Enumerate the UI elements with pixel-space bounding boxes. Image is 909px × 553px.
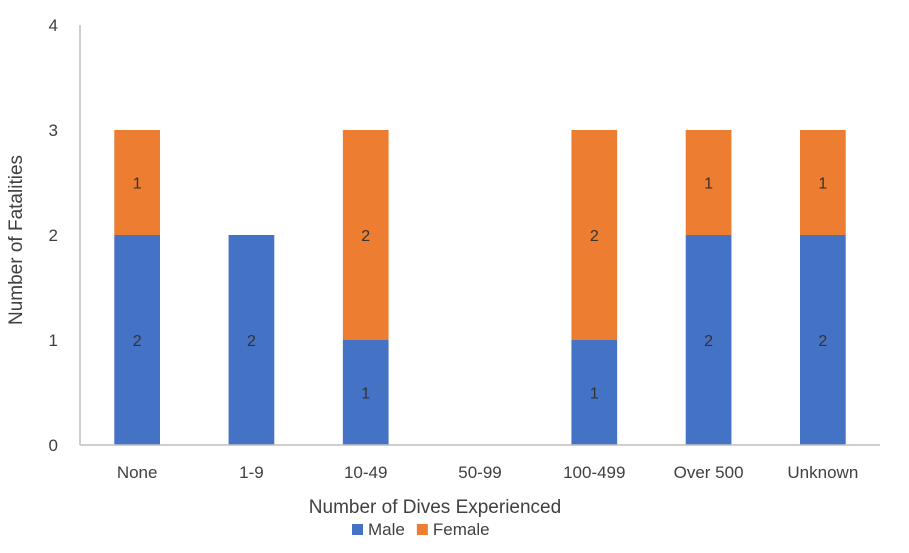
bar-female-none [114,130,160,235]
legend-swatch-male [352,524,363,535]
legend-label-male: Male [368,520,405,539]
bar-male-100-499 [571,340,618,445]
x-tick-label-50-99: 50-99 [458,463,501,482]
y-axis-ticks: 0 1 2 3 4 [49,16,58,455]
legend: Male Female [352,520,490,539]
legend-label-female: Female [433,520,490,539]
x-tick-label-100-499: 100-499 [563,463,625,482]
y-tick-label-1: 1 [49,331,58,350]
data-label-male-none: 2 [133,333,142,350]
data-label-male-over-500: 2 [704,333,713,350]
y-tick-label-0: 0 [49,436,58,455]
bar-female-unknown [800,130,846,235]
data-label-male-unknown: 2 [818,333,827,350]
y-tick-label-2: 2 [49,226,58,245]
data-label-male-100-499: 1 [590,386,599,403]
y-tick-label-3: 3 [49,121,58,140]
bar-female-10-49 [342,130,389,340]
data-label-female-over-500: 1 [704,176,713,193]
bar-male-10-49 [342,340,389,445]
x-tick-label-1-9: 1-9 [239,463,264,482]
data-label-female-unknown: 1 [818,176,827,193]
bar-female-over-500 [685,130,732,235]
x-tick-label-none: None [117,463,158,482]
bars [114,130,846,445]
data-label-female-10-49: 2 [361,228,370,245]
data-label-male-10-49: 1 [361,386,370,403]
bar-male-over-500 [685,235,732,445]
data-label-female-100-499: 2 [590,228,599,245]
bar-male-none [114,235,160,445]
y-axis-title: Number of Fatalities [6,155,27,325]
legend-swatch-female [416,524,428,535]
y-tick-label-4: 4 [49,16,58,35]
x-axis-title: Number of Dives Experienced [309,497,561,518]
x-tick-label-unknown: Unknown [787,463,858,482]
bar-male-1-9 [228,235,275,445]
x-tick-label-over-500: Over 500 [674,463,744,482]
bar-male-unknown [800,235,846,445]
bar-female-100-499 [571,130,618,340]
x-axis-ticks: None 1-9 10-49 50-99 100-499 Over 500 Unknown [117,463,858,482]
data-label-female-none: 1 [133,176,142,193]
data-label-male-1-9: 2 [247,333,256,350]
x-tick-label-10-49: 10-49 [344,463,387,482]
data-labels: 2 1 2 1 2 1 2 2 1 2 1 [133,176,828,403]
